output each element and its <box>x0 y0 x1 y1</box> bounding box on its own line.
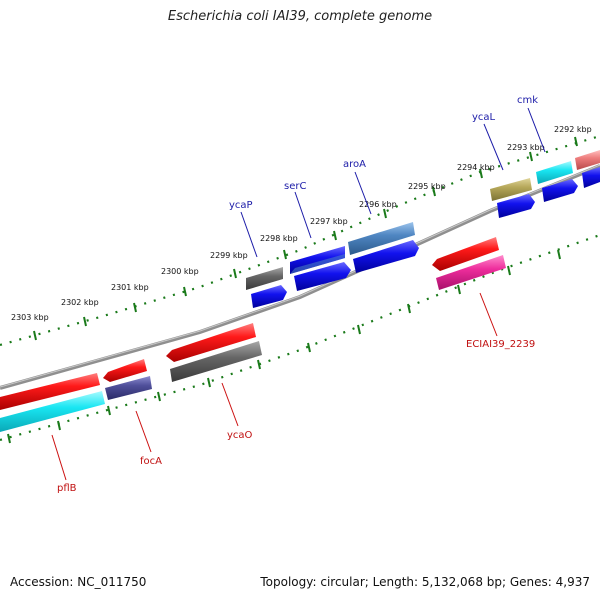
feature-red-arrow[interactable] <box>103 359 147 382</box>
feature-blue-arrow[interactable] <box>294 262 351 291</box>
feature-gray-large[interactable] <box>170 341 262 382</box>
feature-salmon[interactable] <box>575 150 600 170</box>
genome-backbone <box>0 164 600 390</box>
kbp-label: 2293 kbp <box>507 143 545 152</box>
kbp-label: 2299 kbp <box>210 251 248 260</box>
gene-label-foca[interactable]: focA <box>140 456 162 467</box>
outer-tick-ring <box>0 134 600 347</box>
kbp-label: 2294 kbp <box>457 163 495 172</box>
map-title: Escherichia coli IAI39, complete genome <box>167 9 433 24</box>
kbp-label: 2295 kbp <box>408 182 446 191</box>
top-leader-lines <box>240 107 546 258</box>
kbp-label: 2301 kbp <box>111 283 149 292</box>
gene-label-ycap[interactable]: ycaP <box>229 200 253 211</box>
feature-blue-arrow[interactable] <box>251 285 287 308</box>
feature-gray[interactable] <box>246 267 283 290</box>
feature-red-left[interactable] <box>0 373 100 410</box>
feature-blue-arrow[interactable] <box>353 240 419 273</box>
kbp-label: 2303 kbp <box>11 313 49 322</box>
feature-blue-arrow[interactable] <box>497 194 535 218</box>
feature-pink[interactable] <box>436 255 506 290</box>
gene-label-cmk[interactable]: cmk <box>517 95 538 106</box>
feature-ser-region[interactable] <box>290 246 345 274</box>
gene-label-aroa[interactable]: aroA <box>343 159 366 170</box>
genome-summary: Topology: circular; Length: 5,132,068 bp… <box>260 575 590 589</box>
feature-blue-arrow[interactable] <box>582 167 600 188</box>
kbp-label: 2296 kbp <box>359 200 397 209</box>
feature-red-arrow[interactable] <box>432 237 499 271</box>
feature-khaki[interactable] <box>490 178 532 201</box>
kbp-label: 2292 kbp <box>554 125 592 134</box>
gene-label-ycal[interactable]: ycaL <box>472 112 496 123</box>
gene-label-serc[interactable]: serC <box>284 181 306 192</box>
inner-major-ticks <box>7 249 561 444</box>
feature-steel[interactable] <box>348 222 415 255</box>
feature-cyan-small[interactable] <box>536 161 573 184</box>
kbp-label: 2300 kbp <box>161 267 199 276</box>
kbp-label: 2298 kbp <box>260 234 298 243</box>
feature-red-arrow[interactable] <box>166 323 256 362</box>
gene-label-pflb[interactable]: pflB <box>57 483 77 494</box>
kbp-label: 2297 kbp <box>310 217 348 226</box>
feature-blue-arrow[interactable] <box>542 179 578 202</box>
gene-label-eciai39-2239[interactable]: ECIAI39_2239 <box>466 339 535 350</box>
feature-purple[interactable] <box>105 376 152 400</box>
accession-label: Accession: NC_011750 <box>10 575 147 589</box>
feature-cyan-large[interactable] <box>0 391 105 432</box>
gene-label-ycao[interactable]: ycaO <box>227 430 253 441</box>
bottom-leader-lines <box>51 292 498 481</box>
kbp-label: 2302 kbp <box>61 298 99 307</box>
outer-major-ticks <box>33 136 578 341</box>
